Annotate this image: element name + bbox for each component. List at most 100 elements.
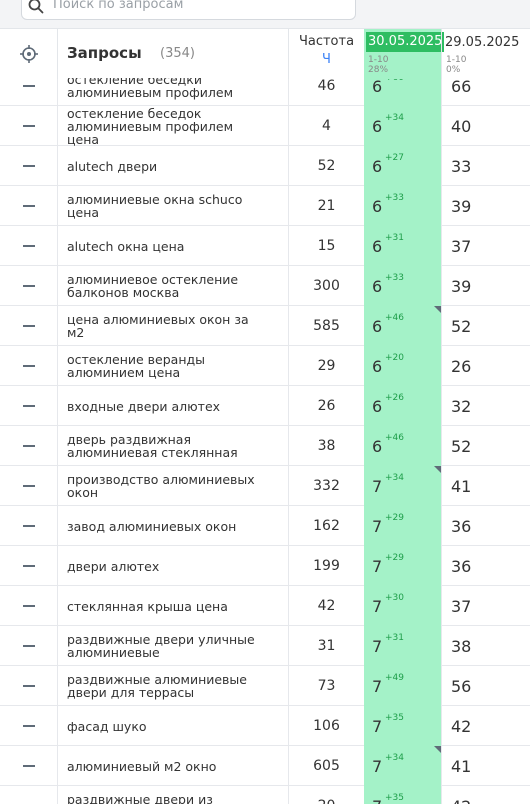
current-position-cell[interactable]: 6 +20 bbox=[364, 346, 441, 386]
row-toggle[interactable] bbox=[0, 426, 58, 466]
table-row[interactable]: завод алюминиевых окон 162 7 +29 36 bbox=[0, 506, 530, 546]
keyword-cell[interactable]: двери алютех bbox=[67, 546, 257, 586]
keyword-cell[interactable]: алюминиевые окна schuco цена bbox=[67, 186, 257, 226]
previous-position-cell[interactable]: 40 bbox=[441, 106, 530, 146]
table-row[interactable]: стеклянная крыша цена 42 7 +30 37 bbox=[0, 586, 530, 626]
table-row[interactable]: алюминиевое остекление балконов москва 30… bbox=[0, 266, 530, 306]
row-toggle[interactable] bbox=[0, 266, 58, 306]
keyword-cell[interactable]: фасад шуко bbox=[67, 706, 257, 746]
row-toggle[interactable] bbox=[0, 106, 58, 146]
keyword-cell[interactable]: цена алюминиевых окон за м2 bbox=[67, 306, 257, 346]
current-position-cell[interactable]: 6 +26 bbox=[364, 386, 441, 426]
current-position-cell[interactable]: 6 +27 bbox=[364, 146, 441, 186]
previous-position-cell[interactable]: 41 bbox=[441, 746, 530, 786]
keyword-cell[interactable]: стеклянная крыша цена bbox=[67, 586, 257, 626]
previous-position-cell[interactable]: 41 bbox=[441, 466, 530, 506]
previous-position-cell[interactable]: 39 bbox=[441, 186, 530, 226]
previous-position-cell[interactable]: 52 bbox=[441, 426, 530, 466]
row-toggle[interactable] bbox=[0, 586, 58, 626]
keyword-cell[interactable]: входные двери алютех bbox=[67, 386, 257, 426]
row-toggle[interactable] bbox=[0, 626, 58, 666]
current-position-cell[interactable]: 6 +31 bbox=[364, 226, 441, 266]
table-row[interactable]: алюминиевые окна schuco цена 21 6 +33 39 bbox=[0, 186, 530, 226]
row-toggle[interactable] bbox=[0, 706, 58, 746]
current-position-cell[interactable]: 7 +31 bbox=[364, 626, 441, 666]
table-row[interactable]: производство алюминиевых окон 332 7 +34 41 bbox=[0, 466, 530, 506]
row-toggle[interactable] bbox=[0, 186, 58, 226]
row-toggle[interactable] bbox=[0, 466, 58, 506]
date-column-header-current[interactable]: 30.05.2025 1-10 28% bbox=[364, 29, 445, 79]
keyword-cell[interactable]: alutech окна цена bbox=[67, 226, 257, 266]
row-toggle[interactable] bbox=[0, 386, 58, 426]
current-position-cell[interactable]: 6 +33 bbox=[364, 266, 441, 306]
row-toggle[interactable] bbox=[0, 546, 58, 586]
previous-position-cell[interactable]: 38 bbox=[441, 626, 530, 666]
previous-position-cell[interactable]: 42 bbox=[441, 786, 530, 804]
table-row[interactable]: раздвижные двери из стекла и алюминиевог… bbox=[0, 786, 530, 804]
row-toggle[interactable] bbox=[0, 746, 58, 786]
row-toggle[interactable] bbox=[0, 786, 58, 804]
current-position-cell[interactable]: 7 +29 bbox=[364, 546, 441, 586]
table-row[interactable]: двери алютех 199 7 +29 36 bbox=[0, 546, 530, 586]
search-box[interactable] bbox=[21, 0, 356, 20]
keyword-cell[interactable]: алюминиевый м2 окно bbox=[67, 746, 257, 786]
current-position-cell[interactable]: 7 +29 bbox=[364, 506, 441, 546]
keyword-cell[interactable]: раздвижные двери из стекла и алюминиевог… bbox=[67, 786, 257, 804]
keyword-cell[interactable]: завод алюминиевых окон bbox=[67, 506, 257, 546]
row-toggle[interactable] bbox=[0, 346, 58, 386]
table-row[interactable]: раздвижные алюминиевые двери для террасы… bbox=[0, 666, 530, 706]
previous-position-cell[interactable]: 37 bbox=[441, 586, 530, 626]
previous-position-cell[interactable]: 52 bbox=[441, 306, 530, 346]
previous-position-cell[interactable]: 32 bbox=[441, 386, 530, 426]
table-row[interactable]: alutech двери 52 6 +27 33 bbox=[0, 146, 530, 186]
table-row[interactable]: цена алюминиевых окон за м2 585 6 +46 52 bbox=[0, 306, 530, 346]
previous-position-cell[interactable]: 42 bbox=[441, 706, 530, 746]
current-position-cell[interactable]: 6 +34 bbox=[364, 106, 441, 146]
keyword-cell[interactable]: дверь раздвижная алюминиевая стеклянная bbox=[67, 426, 257, 466]
keyword-cell[interactable]: alutech двери bbox=[67, 146, 257, 186]
current-position-cell[interactable]: 7 +34 bbox=[364, 746, 441, 786]
table-row[interactable]: алюминиевый м2 окно 605 7 +34 41 bbox=[0, 746, 530, 786]
current-position-cell[interactable]: 6 +33 bbox=[364, 186, 441, 226]
current-position-cell[interactable]: 7+35 bbox=[364, 706, 441, 746]
keyword-cell[interactable]: остекление беседок алюминиевым профилем … bbox=[67, 106, 257, 146]
target-column-header[interactable] bbox=[0, 29, 58, 79]
row-toggle[interactable] bbox=[0, 226, 58, 266]
keyword-cell[interactable]: раздвижные алюминиевые двери для террасы bbox=[67, 666, 257, 706]
search-input[interactable] bbox=[53, 0, 343, 12]
keyword-cell[interactable]: остекление веранды алюминием цена bbox=[67, 346, 257, 386]
table-row[interactable]: остекление беседок алюминиевым профилем … bbox=[0, 106, 530, 146]
table-row[interactable]: дверь раздвижная алюминиевая стеклянная 3… bbox=[0, 426, 530, 466]
frequency-column-header[interactable]: Частота Ч bbox=[288, 29, 364, 79]
previous-position-cell[interactable]: 66 bbox=[441, 66, 530, 106]
previous-position-cell[interactable]: 36 bbox=[441, 546, 530, 586]
table-row[interactable]: остекление веранды алюминием цена 29 6 +20 2… bbox=[0, 346, 530, 386]
frequency-type-link[interactable]: Ч bbox=[322, 52, 331, 67]
current-position-cell[interactable]: 7 +30 bbox=[364, 586, 441, 626]
keyword-cell[interactable]: алюминиевое остекление балконов москва bbox=[67, 266, 257, 306]
row-toggle[interactable] bbox=[0, 306, 58, 346]
previous-position-cell[interactable]: 33 bbox=[441, 146, 530, 186]
dash-icon bbox=[22, 725, 35, 727]
previous-position-cell[interactable]: 39 bbox=[441, 266, 530, 306]
row-toggle[interactable] bbox=[0, 146, 58, 186]
current-position-cell[interactable]: 7+35 bbox=[364, 786, 441, 804]
date-column-header-previous[interactable]: 29.05.2025 1-10 0% bbox=[441, 29, 530, 79]
previous-position-cell[interactable]: 37 bbox=[441, 226, 530, 266]
row-toggle[interactable] bbox=[0, 666, 58, 706]
previous-position-cell[interactable]: 26 bbox=[441, 346, 530, 386]
keyword-cell[interactable]: производство алюминиевых окон bbox=[67, 466, 257, 506]
table-row[interactable]: alutech окна цена 15 6 +31 37 bbox=[0, 226, 530, 266]
table-row[interactable]: входные двери алютех 26 6 +26 32 bbox=[0, 386, 530, 426]
table-row[interactable]: раздвижные двери уличные алюминиевые 31 7 +… bbox=[0, 626, 530, 666]
current-position-cell[interactable]: 6 +46 bbox=[364, 306, 441, 346]
current-position-cell[interactable]: 7 +49 bbox=[364, 666, 441, 706]
table-row[interactable]: фасад шуко 106 7 +35 42 bbox=[0, 706, 530, 746]
keyword-cell[interactable]: раздвижные двери уличные алюминиевые bbox=[67, 626, 257, 666]
current-position-cell[interactable]: 6 +46 bbox=[364, 426, 441, 466]
previous-position-cell[interactable]: 36 bbox=[441, 506, 530, 546]
previous-position-cell[interactable]: 56 bbox=[441, 666, 530, 706]
row-toggle[interactable] bbox=[0, 66, 58, 106]
current-position-cell[interactable]: 7 +34 bbox=[364, 466, 441, 506]
row-toggle[interactable] bbox=[0, 506, 58, 546]
